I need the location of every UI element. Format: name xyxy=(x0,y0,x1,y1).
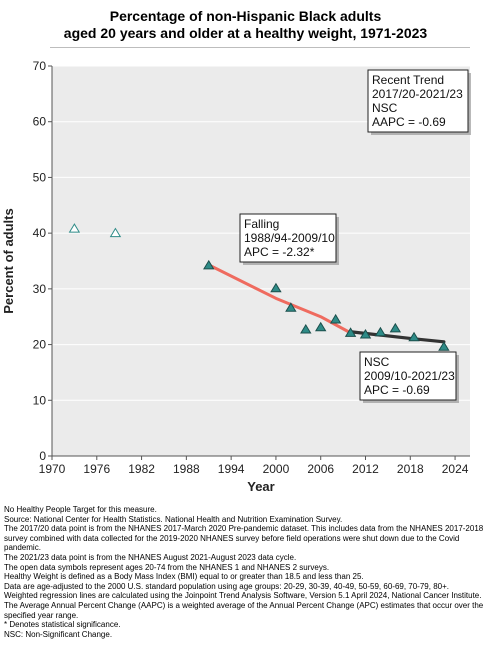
annotation-text: NSC xyxy=(364,355,390,369)
chart-title-line-1: Percentage of non-Hispanic Black adults xyxy=(109,8,382,24)
footnotes: No Healthy People Target for this measur… xyxy=(4,505,488,639)
x-tick-label: 1982 xyxy=(128,462,155,476)
data-point-open xyxy=(68,223,81,233)
footnote-line: * Denotes statistical significance. xyxy=(4,620,121,630)
x-tick-label: 1994 xyxy=(218,462,245,476)
x-tick-label: 2006 xyxy=(307,462,334,476)
footnote-line: The 2021/23 data point is from the NHANE… xyxy=(4,552,297,562)
annotation-box-falling xyxy=(239,213,337,263)
footnote-line: Data are age-adjusted to the 2000 U.S. s… xyxy=(4,581,449,591)
footnote-line: The open data symbols represent ages 20-… xyxy=(4,562,330,572)
data-point xyxy=(285,302,297,312)
footnote-line: Healthy Weight is defined as a Body Mass… xyxy=(4,572,364,582)
annotation-box-nsc xyxy=(359,351,457,401)
x-tick-label: 1988 xyxy=(173,462,200,476)
y-axis-label: Percent of adults xyxy=(1,208,16,313)
chart-title-line-2: aged 20 years and older at a healthy wei… xyxy=(63,25,428,41)
data-point xyxy=(315,321,327,332)
data-point xyxy=(438,341,450,351)
x-tick-label: 1970 xyxy=(39,462,66,476)
y-tick-label: 60 xyxy=(33,115,47,129)
chart-title: Percentage of non-Hispanic Black adults … xyxy=(0,8,491,42)
footnote-line: No Healthy People Target for this measur… xyxy=(4,505,157,514)
y-tick-label: 0 xyxy=(39,449,46,463)
footnote-line: Weighted regression lines are calculated… xyxy=(4,591,482,601)
data-point xyxy=(270,282,282,293)
data-point xyxy=(329,313,342,324)
y-tick-label: 70 xyxy=(33,59,47,73)
footnote-line: The 2017/20 data point is from the NHANE… xyxy=(4,524,484,553)
annotation-text: APC = -2.32* xyxy=(244,245,315,259)
data-point-open xyxy=(109,227,122,238)
y-tick-label: 20 xyxy=(33,338,47,352)
data-point xyxy=(344,327,357,337)
annotation-text: AAPC = -0.69 xyxy=(372,115,446,129)
annotation-text: Falling xyxy=(244,217,279,231)
annotation-box-recent xyxy=(367,69,469,133)
title-divider xyxy=(50,47,470,48)
annotation-text: 1988/94-2009/10 xyxy=(244,231,335,245)
y-tick-label: 30 xyxy=(33,282,47,296)
annotation-text: NSC xyxy=(372,101,398,115)
x-tick-label: 2012 xyxy=(352,462,379,476)
data-point xyxy=(374,326,387,337)
footnote-line: Source: National Center for Health Stati… xyxy=(4,514,343,524)
annotation-text: 2009/10-2021/23 xyxy=(364,369,455,383)
chart-plot: 0 10 20 30 40 50 60 70 1970 1976 1982 1988 1994 2000 2… xyxy=(1,59,471,494)
annotation-text: APC = -0.69 xyxy=(364,383,430,397)
data-point xyxy=(359,328,372,339)
footnote-line: The Average Annual Percent Change (AAPC)… xyxy=(4,600,484,620)
x-tick-label: 2000 xyxy=(263,462,290,476)
footnote-line: NSC: Non-Significant Change. xyxy=(4,629,113,639)
y-tick-label: 10 xyxy=(33,393,47,407)
falling-trend-line xyxy=(207,263,353,335)
data-point xyxy=(408,331,420,342)
x-tick-label: 2018 xyxy=(397,462,424,476)
x-tick-label: 1976 xyxy=(83,462,110,476)
data-point xyxy=(389,322,402,333)
data-point xyxy=(300,323,312,334)
y-tick-label: 40 xyxy=(33,226,47,240)
annotation-text: 2017/20-2021/23 xyxy=(372,87,463,101)
annotation-text: Recent Trend xyxy=(372,73,444,87)
y-tick-label: 50 xyxy=(33,170,47,184)
x-tick-label: 2024 xyxy=(442,462,469,476)
x-axis-label: Year xyxy=(247,479,274,494)
data-point xyxy=(203,259,215,270)
